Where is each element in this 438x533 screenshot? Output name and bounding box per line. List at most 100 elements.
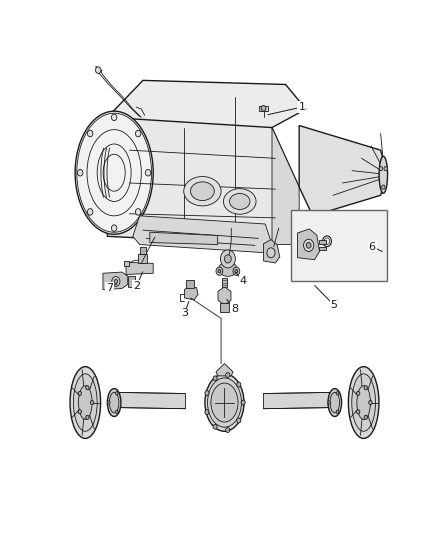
Circle shape: [205, 410, 209, 415]
Circle shape: [357, 410, 360, 414]
Ellipse shape: [219, 262, 237, 276]
Polygon shape: [184, 286, 198, 300]
Circle shape: [111, 114, 117, 120]
Polygon shape: [107, 80, 306, 138]
Circle shape: [304, 239, 314, 252]
Circle shape: [226, 373, 230, 377]
Ellipse shape: [348, 367, 379, 439]
Circle shape: [261, 106, 266, 111]
Circle shape: [381, 185, 385, 189]
Ellipse shape: [110, 392, 119, 413]
Circle shape: [220, 250, 235, 268]
Circle shape: [88, 208, 93, 215]
Ellipse shape: [330, 392, 339, 413]
Circle shape: [336, 410, 339, 414]
Circle shape: [116, 410, 118, 414]
Bar: [319, 240, 326, 244]
Circle shape: [116, 392, 118, 395]
Circle shape: [384, 166, 387, 171]
Text: 6: 6: [369, 241, 376, 252]
Ellipse shape: [78, 386, 92, 419]
Circle shape: [237, 418, 241, 423]
Text: 2: 2: [133, 280, 141, 290]
Polygon shape: [216, 364, 233, 376]
Circle shape: [357, 391, 360, 395]
Circle shape: [86, 386, 89, 390]
Text: 5: 5: [331, 300, 338, 310]
Circle shape: [336, 392, 339, 395]
Ellipse shape: [352, 374, 375, 431]
Ellipse shape: [230, 193, 250, 209]
Bar: [187, 280, 194, 288]
Circle shape: [205, 391, 209, 395]
Circle shape: [78, 391, 81, 395]
Ellipse shape: [70, 367, 101, 439]
Circle shape: [306, 243, 311, 248]
Ellipse shape: [75, 111, 153, 235]
Circle shape: [241, 400, 245, 405]
Polygon shape: [111, 392, 185, 409]
Circle shape: [95, 67, 101, 74]
Circle shape: [226, 427, 230, 432]
Circle shape: [135, 130, 141, 137]
Circle shape: [233, 267, 240, 276]
Polygon shape: [264, 240, 280, 263]
Circle shape: [135, 208, 141, 215]
Circle shape: [218, 270, 221, 273]
Polygon shape: [297, 229, 320, 260]
Circle shape: [78, 169, 83, 176]
Bar: [319, 247, 326, 251]
Bar: [222, 278, 227, 287]
Polygon shape: [150, 232, 218, 245]
Ellipse shape: [205, 374, 244, 431]
Circle shape: [145, 169, 151, 176]
Ellipse shape: [211, 383, 238, 422]
Circle shape: [111, 225, 117, 231]
Polygon shape: [299, 126, 387, 216]
Circle shape: [88, 130, 93, 137]
Text: 4: 4: [240, 276, 247, 286]
Circle shape: [267, 248, 275, 257]
Circle shape: [114, 279, 117, 284]
Bar: [128, 276, 135, 287]
Circle shape: [369, 400, 372, 405]
Text: 7: 7: [106, 282, 113, 293]
Ellipse shape: [74, 374, 97, 431]
Ellipse shape: [191, 182, 214, 200]
Ellipse shape: [107, 389, 121, 416]
Ellipse shape: [208, 378, 241, 427]
FancyBboxPatch shape: [291, 209, 387, 281]
Circle shape: [224, 255, 231, 263]
Circle shape: [216, 267, 223, 276]
Bar: [220, 303, 229, 312]
Polygon shape: [126, 262, 153, 274]
Polygon shape: [218, 287, 231, 305]
Circle shape: [235, 270, 238, 273]
Bar: [140, 247, 146, 254]
Polygon shape: [133, 216, 272, 253]
Bar: [138, 254, 148, 263]
Text: 8: 8: [231, 304, 238, 314]
Text: 3: 3: [181, 309, 188, 319]
Polygon shape: [264, 392, 338, 409]
Bar: [259, 106, 268, 111]
Polygon shape: [272, 127, 299, 245]
Ellipse shape: [379, 156, 388, 193]
Circle shape: [112, 277, 120, 286]
Ellipse shape: [357, 386, 371, 419]
Ellipse shape: [223, 189, 256, 214]
Ellipse shape: [184, 176, 221, 206]
Circle shape: [78, 410, 81, 414]
Circle shape: [86, 415, 89, 419]
Ellipse shape: [328, 389, 342, 416]
Circle shape: [237, 382, 241, 387]
Circle shape: [107, 401, 110, 404]
Circle shape: [364, 386, 367, 390]
Circle shape: [213, 424, 217, 429]
Circle shape: [364, 415, 367, 419]
Circle shape: [379, 166, 383, 171]
Bar: [124, 261, 130, 266]
Text: 1: 1: [298, 102, 305, 112]
Polygon shape: [107, 117, 299, 245]
Circle shape: [90, 400, 94, 405]
